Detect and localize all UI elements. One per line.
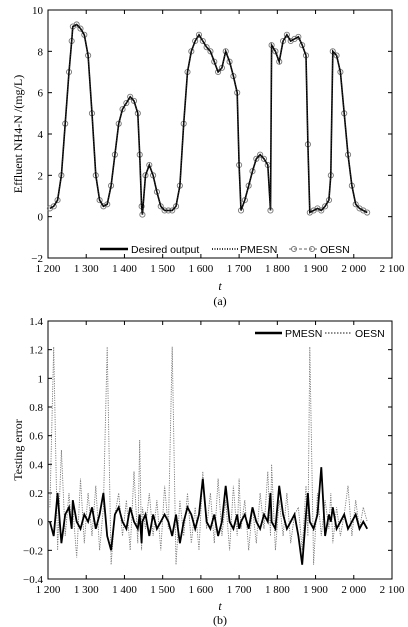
y-tick-label: 0.6 (29, 431, 43, 443)
y-tick-label: −2 (31, 253, 43, 265)
y-tick-label: 8 (38, 46, 44, 58)
x-tick-label: 1 500 (150, 584, 175, 596)
data-point-oesn (260, 155, 268, 162)
legend-label-desired: Desired output (131, 244, 199, 256)
data-point-oesn (211, 58, 218, 65)
data-point-oesn (207, 48, 214, 55)
data-point-oesn (50, 203, 57, 210)
data-point-oesn (364, 209, 371, 216)
y-tick-label: 1.4 (29, 316, 43, 328)
x-tick-label: 1 600 (189, 263, 214, 275)
y-tick-label: 1.2 (29, 345, 43, 357)
legend-a: Desired output PMESN OESN (100, 244, 350, 256)
y-axis-label-a: Effluent NH4-N /(mg/L) (11, 75, 25, 193)
data-point-oesn (192, 37, 199, 45)
legend-marker-oesn (291, 246, 297, 252)
x-tick-label: 2 000 (341, 584, 366, 596)
x-tick-label: 1 300 (74, 263, 99, 275)
y-tick-label: 0.2 (29, 488, 43, 500)
x-tick-label: 1 200 (36, 584, 61, 596)
legend-b: PMESN OESN (255, 328, 385, 340)
y-tick-label: 0 (38, 517, 44, 529)
legend-label-pmesn: PMESN (240, 244, 277, 256)
panel-caption-b: (b) (213, 613, 227, 627)
x-tick-label: 2 100 (380, 263, 405, 275)
x-axis-label-b: t (218, 599, 222, 613)
x-tick-label: 1 700 (227, 584, 252, 596)
legend-label-oesn: OESN (355, 328, 385, 340)
series-a (46, 21, 371, 218)
y-tick-label: −0.4 (23, 574, 43, 586)
data-point-oesn (77, 25, 84, 32)
y-axis-label-b: Testing error (11, 419, 25, 480)
series-b (49, 346, 368, 565)
legend-label-oesn: OESN (320, 244, 350, 256)
ticks-a: 1 200 1 300 1 400 1 500 1 600 1 700 1 800 1 900… (31, 5, 405, 275)
data-point-oesn (272, 48, 279, 55)
series-line-desired-output (49, 23, 368, 215)
x-tick-label: 2 100 (380, 584, 405, 596)
data-point-oesn (322, 203, 329, 210)
data-point-oesn (146, 161, 153, 169)
y-tick-label: 10 (32, 5, 44, 17)
chart-panel-a: 1 200 1 300 1 400 1 500 1 600 1 700 1 800 1 900… (11, 5, 405, 308)
x-tick-label: 1 800 (265, 584, 290, 596)
y-tick-label: 4 (38, 129, 44, 141)
y-tick-label: 0 (38, 212, 44, 224)
y-tick-label: 2 (38, 170, 44, 182)
data-point-oesn (199, 37, 206, 45)
data-point-oesn (215, 68, 222, 76)
x-tick-label: 1 400 (112, 263, 137, 275)
series-line-pmesn (49, 467, 368, 565)
y-tick-label: 6 (38, 88, 44, 100)
data-point-oesn (283, 31, 290, 38)
x-tick-label: 1 400 (112, 584, 137, 596)
series-line-oesn (49, 346, 368, 565)
x-tick-label: 1 900 (303, 584, 328, 596)
data-point-oesn (127, 93, 134, 100)
x-tick-label: 1 700 (227, 263, 252, 275)
data-point-oesn (257, 151, 264, 158)
data-point-oesn (123, 99, 130, 107)
chart-panel-b: 1 200 1 300 1 400 1 500 1 600 1 700 1 800 1 900… (11, 316, 405, 627)
ticks-b: 1 200 1 300 1 400 1 500 1 600 1 700 1 800 1 900… (23, 316, 405, 596)
x-tick-label: 1 900 (303, 263, 328, 275)
legend-marker-oesn (309, 246, 315, 252)
y-tick-label: 0.4 (29, 459, 43, 471)
panel-caption-a: (a) (213, 294, 226, 308)
x-axis-label-a: t (218, 279, 222, 293)
y-tick-label: −0.2 (23, 545, 43, 557)
data-point-oesn (73, 21, 80, 28)
plot-area-b (47, 320, 393, 580)
y-tick-label: 0.8 (29, 402, 43, 414)
data-point-oesn (195, 31, 203, 38)
data-point-oesn (295, 33, 302, 40)
x-tick-label: 1 500 (150, 263, 175, 275)
legend-label-pmesn: PMESN (285, 328, 322, 340)
y-tick-label: 1 (38, 373, 44, 385)
data-point-oesn (203, 44, 210, 51)
x-tick-label: 2 000 (341, 263, 366, 275)
plot-area-a (47, 9, 393, 259)
data-point-oesn (299, 42, 306, 49)
data-point-oesn (318, 207, 325, 214)
x-tick-label: 1 600 (189, 584, 214, 596)
x-tick-label: 1 200 (36, 263, 61, 275)
x-tick-label: 1 800 (265, 263, 290, 275)
x-tick-label: 1 300 (74, 584, 99, 596)
